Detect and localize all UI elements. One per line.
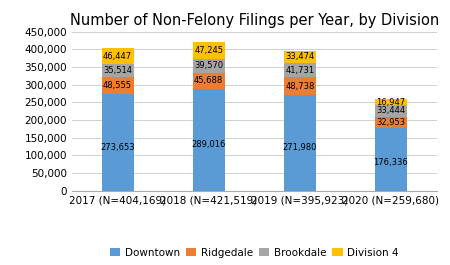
Text: 45,688: 45,688 xyxy=(194,76,223,85)
Text: 289,016: 289,016 xyxy=(192,140,226,149)
Text: 46,447: 46,447 xyxy=(103,52,132,61)
Bar xyxy=(193,89,225,191)
Bar xyxy=(193,42,225,59)
Bar xyxy=(284,77,316,95)
Text: 39,570: 39,570 xyxy=(194,61,223,70)
Text: 33,444: 33,444 xyxy=(376,107,405,116)
Bar xyxy=(375,117,407,129)
Text: 48,738: 48,738 xyxy=(285,82,315,91)
Bar xyxy=(375,99,407,105)
Bar xyxy=(102,77,134,94)
Bar xyxy=(284,95,316,191)
Legend: Downtown, Ridgedale, Brookdale, Division 4: Downtown, Ridgedale, Brookdale, Division… xyxy=(106,244,403,262)
Title: Number of Non-Felony Filings per Year, by Division: Number of Non-Felony Filings per Year, b… xyxy=(70,13,439,28)
Bar xyxy=(284,63,316,77)
Text: 48,555: 48,555 xyxy=(103,81,132,90)
Bar xyxy=(375,129,407,191)
Bar xyxy=(102,48,134,64)
Text: 32,953: 32,953 xyxy=(376,118,405,127)
Text: 271,980: 271,980 xyxy=(283,143,317,152)
Text: 176,336: 176,336 xyxy=(374,158,408,167)
Text: 33,474: 33,474 xyxy=(285,52,315,61)
Text: 35,514: 35,514 xyxy=(103,66,132,75)
Bar xyxy=(284,51,316,63)
Text: 273,653: 273,653 xyxy=(100,143,135,152)
Bar xyxy=(102,64,134,77)
Bar xyxy=(193,59,225,73)
Bar xyxy=(375,105,407,117)
Text: 47,245: 47,245 xyxy=(194,46,223,55)
Text: 16,947: 16,947 xyxy=(376,98,405,107)
Text: 41,731: 41,731 xyxy=(285,66,315,75)
Bar xyxy=(102,94,134,191)
Bar xyxy=(193,73,225,89)
